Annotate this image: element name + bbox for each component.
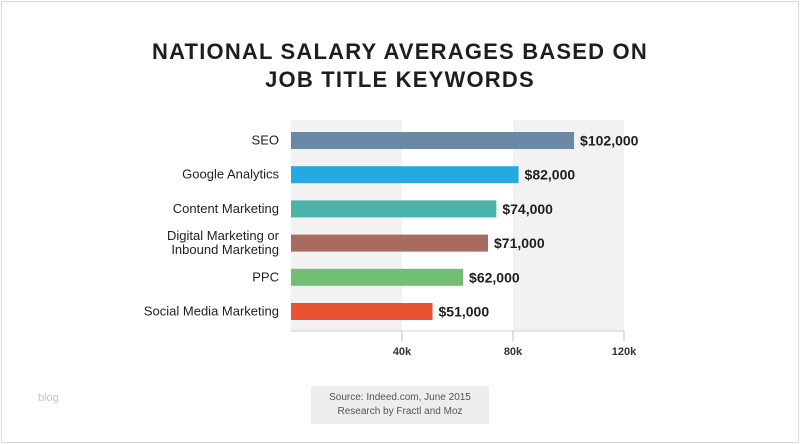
source-line-1: Source: Indeed.com, June 2015 bbox=[329, 392, 471, 403]
value-label: $62,000 bbox=[469, 269, 520, 285]
value-label: $82,000 bbox=[525, 167, 576, 183]
category-label: Social Media Marketing bbox=[144, 304, 279, 319]
value-label: $51,000 bbox=[439, 304, 490, 320]
grid-band bbox=[291, 120, 402, 331]
category-label: SEO bbox=[252, 133, 279, 148]
source-line-2: Research by Fractl and Moz bbox=[337, 406, 463, 417]
value-label: $71,000 bbox=[494, 235, 545, 251]
value-label: $74,000 bbox=[502, 201, 553, 217]
x-tick-label: 120k bbox=[612, 346, 637, 358]
category-label: Content Marketing bbox=[173, 201, 279, 216]
bar bbox=[291, 234, 489, 252]
grid-band bbox=[402, 120, 513, 331]
bar bbox=[291, 303, 433, 320]
bar bbox=[291, 166, 519, 184]
x-tick-label: 40k bbox=[393, 346, 412, 358]
bar bbox=[291, 200, 497, 218]
category-label: Google Analytics bbox=[182, 167, 279, 182]
chart-title: NATIONAL SALARY AVERAGES BASED ON JOB TI… bbox=[0, 38, 800, 94]
grid-band bbox=[513, 120, 624, 331]
watermark-text: blog bbox=[38, 392, 59, 404]
source-note: Source: Indeed.com, June 2015 Research b… bbox=[311, 386, 489, 424]
bar bbox=[291, 268, 464, 286]
x-tick-label: 80k bbox=[504, 346, 523, 358]
chart-title-line-2: JOB TITLE KEYWORDS bbox=[265, 67, 535, 92]
category-label: PPC bbox=[252, 269, 279, 284]
value-label: $102,000 bbox=[580, 133, 639, 149]
chart-title-line-1: NATIONAL SALARY AVERAGES BASED ON bbox=[152, 39, 648, 64]
category-label: Digital Marketing or Inbound Marketing bbox=[167, 228, 280, 257]
bar bbox=[291, 132, 575, 149]
